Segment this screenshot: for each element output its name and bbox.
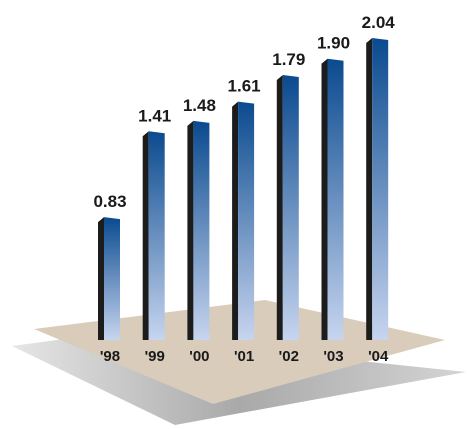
x-tick-label: '01 [234,348,254,365]
x-tick-label: '00 [189,348,209,365]
x-tick-label: '03 [323,348,343,365]
bar [193,120,210,340]
bar-value-label: 1.41 [138,106,171,125]
bar-value-label: 0.83 [93,192,126,211]
bar-side [187,120,194,340]
bar [238,101,255,340]
bars-group [98,38,389,341]
bar-value-label: 1.79 [272,50,305,69]
bar [327,58,344,340]
value-labels-group: 0.83 1.41 1.48 1.61 1.79 1.90 2.04 [93,13,395,211]
x-tick-labels-group: '98 '99 '00 '01 '02 '03 '04 [100,348,389,365]
x-tick-label: '04 [368,348,389,365]
bar-value-label: 2.04 [362,13,396,32]
bar-side [366,38,373,340]
x-tick-label: '02 [279,348,299,365]
bar-value-label: 1.48 [183,96,216,115]
bar [282,75,299,341]
x-tick-label: '99 [145,348,165,365]
bar [104,217,120,340]
bar-side [142,131,149,340]
bar-side [276,75,283,341]
bar [372,38,389,340]
x-tick-label: '98 [100,348,120,365]
bar-side [321,58,328,340]
bar-side [98,217,104,340]
bar-side [232,101,239,340]
bar [148,131,165,340]
bar-value-label: 1.61 [228,77,261,96]
bar-value-label: 1.90 [317,34,350,53]
